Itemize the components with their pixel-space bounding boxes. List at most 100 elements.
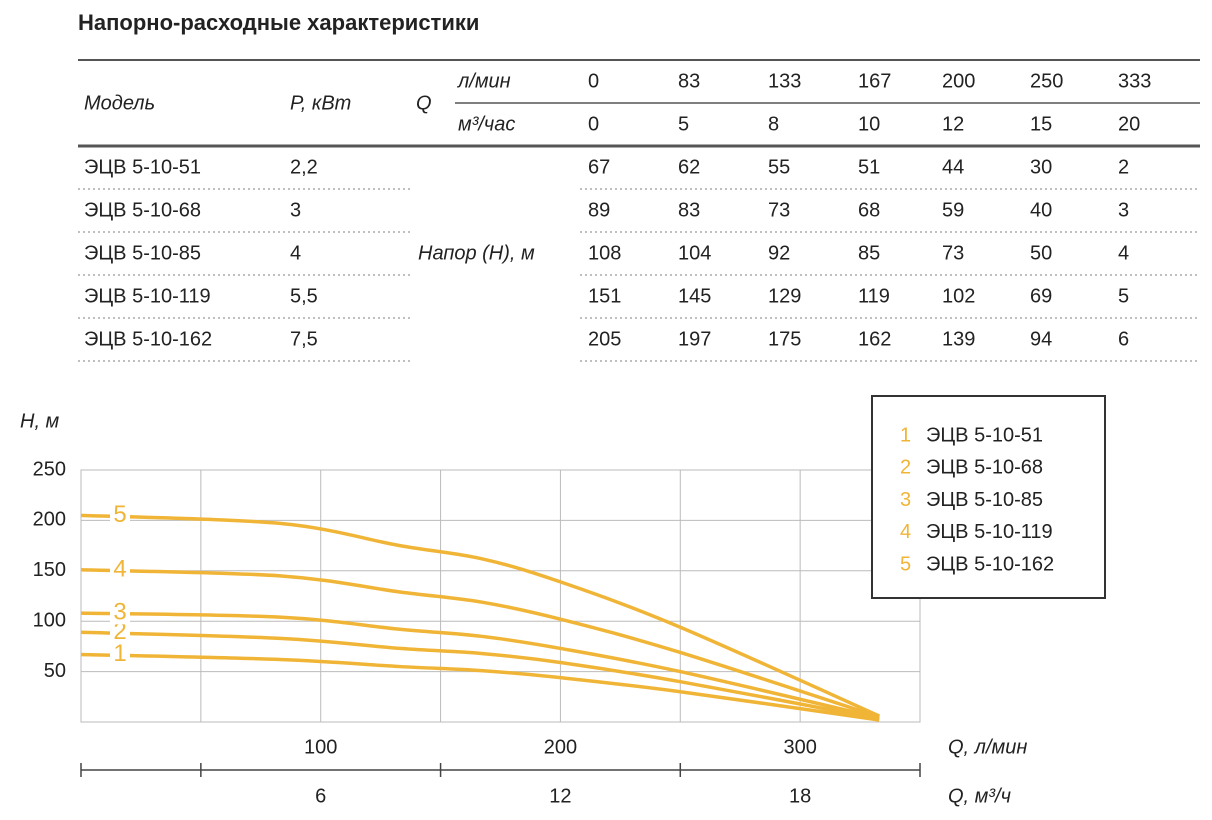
y-tick-label: 50 bbox=[44, 660, 66, 682]
curve-label: 3 bbox=[113, 599, 126, 626]
legend-name: ЭЦВ 5-10-85 bbox=[926, 489, 1043, 511]
header-cell: 20 bbox=[1118, 113, 1140, 135]
curve bbox=[80, 630, 880, 721]
value-cell: 119 bbox=[858, 285, 890, 307]
curve-label-bg bbox=[110, 602, 130, 625]
value-cell: 69 bbox=[1030, 285, 1052, 307]
header-cell: P, кВт bbox=[290, 92, 351, 114]
x-tick-label: 300 bbox=[783, 736, 816, 758]
curve-label: 1 bbox=[113, 640, 126, 667]
value-cell: 3 bbox=[1118, 199, 1129, 221]
header-cell: 5 bbox=[678, 113, 689, 135]
title: Напорно-расходные характеристики bbox=[78, 10, 479, 35]
value-cell: 151 bbox=[588, 285, 621, 307]
y-axis-label: H, м bbox=[20, 410, 60, 432]
value-cell: 59 bbox=[942, 199, 964, 221]
header-cell: 0 bbox=[588, 70, 599, 92]
model-cell: ЭЦВ 5-10-68 bbox=[84, 199, 201, 221]
value-cell: 51 bbox=[858, 156, 880, 178]
value-cell: 67 bbox=[588, 156, 610, 178]
value-cell: 4 bbox=[1118, 242, 1129, 264]
power-cell: 3 bbox=[290, 199, 301, 221]
value-cell: 145 bbox=[678, 285, 711, 307]
value-cell: 92 bbox=[768, 242, 790, 264]
model-cell: ЭЦВ 5-10-85 bbox=[84, 242, 201, 264]
value-cell: 5 bbox=[1118, 285, 1129, 307]
curve-label: 2 bbox=[113, 618, 126, 645]
header-cell: 15 bbox=[1030, 113, 1052, 135]
power-cell: 5,5 bbox=[290, 285, 318, 307]
power-cell: 4 bbox=[290, 242, 301, 264]
x-axis-label: Q, л/мин bbox=[948, 736, 1027, 758]
curve-label-bg bbox=[110, 643, 130, 666]
header-cell: 167 bbox=[858, 70, 891, 92]
value-cell: 139 bbox=[942, 328, 975, 350]
value-cell: 205 bbox=[588, 328, 621, 350]
curve bbox=[80, 652, 880, 722]
curve bbox=[80, 611, 880, 720]
legend-name: ЭЦВ 5-10-68 bbox=[926, 457, 1043, 479]
header-cell: 12 bbox=[942, 113, 964, 135]
x2-axis-label: Q, м³/ч bbox=[948, 785, 1011, 807]
head-label: Напор (H), м bbox=[418, 242, 535, 264]
legend-number: 3 bbox=[900, 489, 911, 511]
header-cell: 250 bbox=[1030, 70, 1063, 92]
curve-label-bg bbox=[110, 621, 130, 644]
header-cell: Модель bbox=[84, 92, 155, 114]
header-cell: 133 bbox=[768, 70, 801, 92]
curve-label-bg bbox=[110, 559, 130, 582]
legend-number: 4 bbox=[900, 521, 911, 543]
y-tick-label: 200 bbox=[33, 509, 66, 531]
value-cell: 197 bbox=[678, 328, 711, 350]
legend-name: ЭЦВ 5-10-51 bbox=[926, 424, 1043, 446]
value-cell: 73 bbox=[942, 242, 964, 264]
value-cell: 83 bbox=[678, 199, 700, 221]
curve-label: 4 bbox=[113, 555, 126, 582]
curve-label-bg bbox=[110, 504, 130, 527]
value-cell: 68 bbox=[858, 199, 880, 221]
y-tick-label: 150 bbox=[33, 559, 66, 581]
x-tick-label: 200 bbox=[544, 736, 577, 758]
value-cell: 62 bbox=[678, 156, 700, 178]
header-cell: м³/час bbox=[458, 113, 515, 135]
y-tick-label: 100 bbox=[33, 609, 66, 631]
legend-name: ЭЦВ 5-10-162 bbox=[926, 553, 1054, 575]
header-cell: 83 bbox=[678, 70, 700, 92]
legend-box bbox=[871, 395, 1106, 599]
value-cell: 85 bbox=[858, 242, 880, 264]
value-cell: 2 bbox=[1118, 156, 1129, 178]
value-cell: 73 bbox=[768, 199, 790, 221]
x2-tick-label: 6 bbox=[315, 785, 326, 807]
value-cell: 162 bbox=[858, 328, 891, 350]
x-tick-label: 100 bbox=[304, 736, 337, 758]
model-cell: ЭЦВ 5-10-119 bbox=[84, 285, 211, 307]
header-cell: 8 bbox=[768, 113, 779, 135]
header-cell: 200 bbox=[942, 70, 975, 92]
value-cell: 89 bbox=[588, 199, 610, 221]
legend-number: 2 bbox=[900, 457, 911, 479]
y-tick-label: 250 bbox=[33, 458, 66, 480]
power-cell: 7,5 bbox=[290, 328, 318, 350]
header-cell: Q bbox=[416, 92, 432, 114]
value-cell: 94 bbox=[1030, 328, 1052, 350]
model-cell: ЭЦВ 5-10-51 bbox=[84, 156, 201, 178]
value-cell: 40 bbox=[1030, 199, 1052, 221]
header-cell: 10 bbox=[858, 113, 880, 135]
value-cell: 102 bbox=[942, 285, 975, 307]
legend-number: 5 bbox=[900, 553, 911, 575]
value-cell: 104 bbox=[678, 242, 711, 264]
curve bbox=[80, 513, 880, 718]
x2-tick-label: 18 bbox=[789, 785, 811, 807]
header-cell: 333 bbox=[1118, 70, 1151, 92]
value-cell: 30 bbox=[1030, 156, 1052, 178]
value-cell: 175 bbox=[768, 328, 801, 350]
value-cell: 50 bbox=[1030, 242, 1052, 264]
plot-frame bbox=[80, 469, 921, 723]
header-cell: л/мин bbox=[457, 70, 511, 92]
legend-number: 1 bbox=[900, 424, 911, 446]
header-cell: 0 bbox=[588, 113, 599, 135]
power-cell: 2,2 bbox=[290, 156, 318, 178]
legend-name: ЭЦВ 5-10-119 bbox=[926, 521, 1053, 543]
